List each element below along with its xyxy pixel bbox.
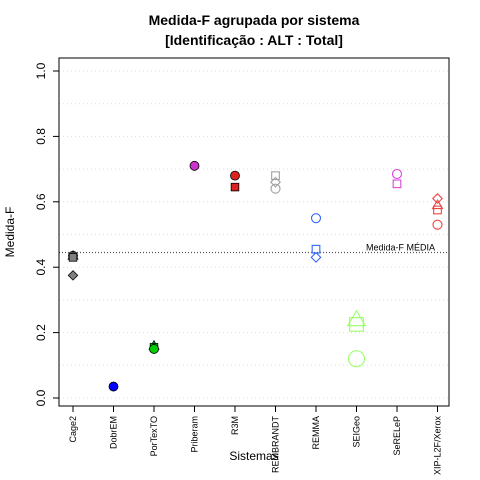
- y-axis: 0.0 0.2 0.4 0.6 0.8 1.0: [34, 62, 59, 406]
- x-axis-label: Sistemas: [229, 449, 278, 463]
- point-circle: [270, 183, 281, 194]
- chart-title-line1: Medida-F agrupada por sistema: [149, 12, 360, 28]
- point-circle: [310, 213, 322, 224]
- point-circle: [347, 350, 366, 368]
- y-axis-label: Medida-F: [3, 207, 17, 258]
- point-circle: [230, 170, 240, 181]
- x-tick-label: R3M: [230, 416, 240, 435]
- point-circle: [149, 344, 159, 354]
- x-tick-label: SeRELeP: [392, 416, 402, 456]
- mean-line-label: Medida-F MÉDIA: [366, 242, 435, 252]
- x-tick-label: REMMA: [311, 416, 321, 450]
- point-square: [230, 182, 240, 192]
- plot-frame: [58, 57, 450, 407]
- point-circle: [391, 168, 403, 180]
- x-tick-label: DobrEM: [109, 416, 119, 449]
- x-tick-label: XIP-L2F/Xerox: [433, 416, 443, 476]
- grid-lines: [59, 70, 449, 399]
- point-diamond: [269, 176, 282, 188]
- y-tick-label: 0.8: [34, 128, 48, 145]
- point-circle: [189, 160, 200, 171]
- y-tick-label: 0.0: [34, 389, 48, 406]
- y-tick-label: 0.2: [34, 324, 48, 341]
- point-diamond: [310, 251, 322, 263]
- x-axis: Cage2 DobrEM PorTexTO Priberam R3M REMBRANDT R…: [68, 406, 443, 475]
- y-tick-label: 1.0: [34, 62, 48, 79]
- x-tick-label: REMBRANDT: [271, 416, 281, 474]
- point-square: [68, 253, 78, 262]
- x-tick-label: SEIGeo: [352, 416, 362, 448]
- point-square: [349, 317, 364, 332]
- data-points: [67, 160, 444, 392]
- point-triangle: [346, 309, 367, 327]
- point-square: [392, 179, 402, 189]
- point-triangle: [431, 199, 444, 210]
- x-tick-label: PorTexTO: [149, 416, 159, 456]
- point-square: [271, 171, 280, 181]
- chart-title-line2: [Identificação : ALT : Total]: [165, 32, 343, 48]
- x-tick-label: Cage2: [68, 416, 78, 443]
- point-diamond: [67, 270, 79, 281]
- y-tick-label: 0.4: [34, 259, 48, 276]
- x-tick-label: Priberam: [190, 416, 200, 453]
- mean-line-group: Medida-F MÉDIA: [59, 242, 449, 254]
- point-circle: [432, 219, 443, 230]
- point-circle: [108, 381, 119, 392]
- y-tick-label: 0.6: [34, 193, 48, 210]
- point-diamond: [431, 193, 444, 205]
- point-square: [433, 205, 442, 215]
